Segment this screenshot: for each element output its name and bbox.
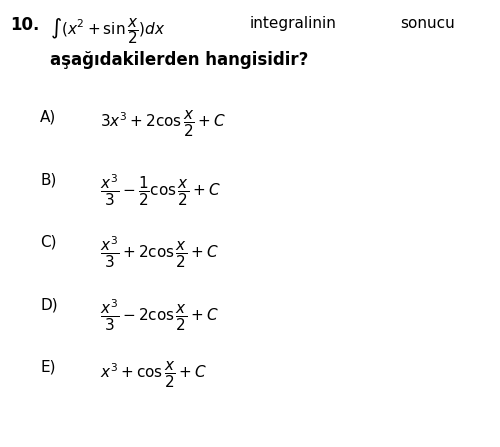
- Text: integralinin: integralinin: [250, 16, 337, 31]
- Text: $x^3 + \cos\dfrac{x}{2} + C$: $x^3 + \cos\dfrac{x}{2} + C$: [100, 360, 207, 390]
- Text: $\dfrac{x^3}{3} - \dfrac{1}{2}\cos\dfrac{x}{2} + C$: $\dfrac{x^3}{3} - \dfrac{1}{2}\cos\dfrac…: [100, 172, 220, 207]
- Text: B): B): [40, 172, 56, 187]
- Text: $\int(x^2 + \sin\dfrac{x}{2})dx$: $\int(x^2 + \sin\dfrac{x}{2})dx$: [50, 16, 166, 46]
- Text: C): C): [40, 235, 56, 250]
- Text: E): E): [40, 360, 56, 375]
- Text: $\dfrac{x^3}{3} - 2\cos\dfrac{x}{2} + C$: $\dfrac{x^3}{3} - 2\cos\dfrac{x}{2} + C$: [100, 297, 219, 333]
- Text: $\dfrac{x^3}{3} + 2\cos\dfrac{x}{2} + C$: $\dfrac{x^3}{3} + 2\cos\dfrac{x}{2} + C$: [100, 235, 219, 270]
- Text: sonucu: sonucu: [400, 16, 455, 31]
- Text: A): A): [40, 110, 56, 125]
- Text: D): D): [40, 297, 58, 312]
- Text: 10.: 10.: [10, 16, 40, 34]
- Text: $3x^3 + 2\cos\dfrac{x}{2} + C$: $3x^3 + 2\cos\dfrac{x}{2} + C$: [100, 110, 226, 139]
- Text: aşağıdakilerden hangisidir?: aşağıdakilerden hangisidir?: [50, 51, 308, 69]
